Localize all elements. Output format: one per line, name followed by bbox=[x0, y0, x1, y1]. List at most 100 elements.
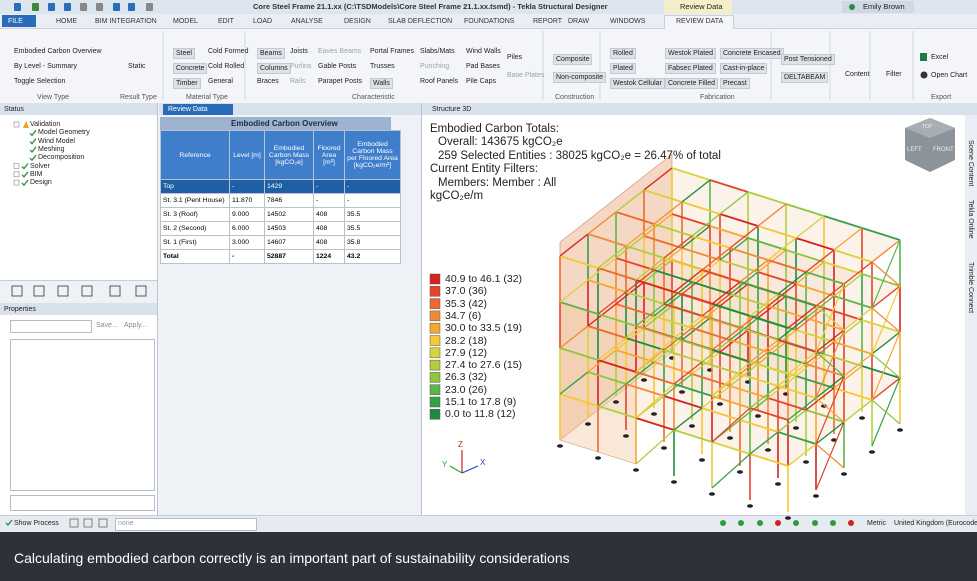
ribbon-item[interactable]: Gable Posts bbox=[318, 63, 356, 70]
ribbon-item[interactable]: Steel bbox=[173, 48, 195, 59]
table-cell[interactable]: - bbox=[230, 250, 265, 264]
table-cell[interactable]: 1429 bbox=[265, 180, 314, 194]
table-cell[interactable]: 408 bbox=[314, 208, 345, 222]
table-cell[interactable]: 408 bbox=[314, 236, 345, 250]
menu-tab[interactable]: LOAD bbox=[253, 18, 272, 25]
ribbon-item[interactable]: Beams bbox=[257, 48, 285, 59]
table-cell[interactable]: St. 2 (Second) bbox=[161, 222, 230, 236]
menu-tab[interactable]: DESIGN bbox=[344, 18, 371, 25]
ribbon-item[interactable]: Roof Panels bbox=[420, 78, 458, 85]
table-cell[interactable]: 35.5 bbox=[345, 208, 401, 222]
table-cell[interactable]: 35.5 bbox=[345, 222, 401, 236]
ribbon-item[interactable]: Trusses bbox=[370, 63, 395, 70]
ribbon-item[interactable]: Toggle Selection bbox=[14, 78, 65, 85]
ribbon-item[interactable]: Westok Plated bbox=[665, 48, 716, 59]
ribbon-item[interactable]: By Level - Summary bbox=[14, 63, 77, 70]
table-cell[interactable]: Top bbox=[161, 180, 230, 194]
menu-tab[interactable]: ANALYSE bbox=[291, 18, 323, 25]
support bbox=[755, 414, 761, 418]
table-cell[interactable]: 52887 bbox=[265, 250, 314, 264]
ribbon-item[interactable]: Slabs/Mats bbox=[420, 48, 455, 55]
table-cell[interactable]: 9.000 bbox=[230, 208, 265, 222]
status-button[interactable]: Show Process bbox=[14, 520, 59, 527]
ribbon-item[interactable]: Fabsec Plated bbox=[665, 63, 716, 74]
ribbon-item[interactable]: Concrete Filled bbox=[665, 78, 718, 89]
table-cell[interactable]: 14503 bbox=[265, 222, 314, 236]
menu-tab[interactable]: HOME bbox=[56, 18, 77, 25]
table-cell[interactable]: 1224 bbox=[314, 250, 345, 264]
ribbon-item[interactable]: Eaves Beams bbox=[318, 48, 361, 55]
menu-tab[interactable]: REPORT bbox=[533, 18, 562, 25]
ribbon-item[interactable]: General bbox=[208, 78, 233, 85]
ribbon-item[interactable]: Cast-in-place bbox=[720, 63, 767, 74]
ribbon-item[interactable]: Westok Cellular bbox=[610, 78, 665, 89]
ribbon-button[interactable]: Content bbox=[845, 71, 870, 78]
table-cell[interactable]: 3.000 bbox=[230, 236, 265, 250]
ribbon-item[interactable]: Post Tensioned bbox=[781, 54, 835, 65]
menu-tab[interactable]: FOUNDATIONS bbox=[464, 18, 514, 25]
ribbon-item[interactable]: Concrete Encased bbox=[720, 48, 784, 59]
ribbon-item[interactable]: Purlins bbox=[290, 63, 311, 70]
ribbon-item[interactable]: Parapet Posts bbox=[318, 78, 362, 85]
table-cell[interactable]: - bbox=[230, 180, 265, 194]
ribbon-item[interactable]: Composite bbox=[553, 54, 592, 65]
table-cell[interactable]: St. 3.1 (Pent House) bbox=[161, 194, 230, 208]
panel-tab[interactable]: Structure 3D bbox=[432, 106, 471, 113]
table-cell[interactable]: 408 bbox=[314, 222, 345, 236]
ribbon-item[interactable]: Punching bbox=[420, 63, 449, 70]
table-cell[interactable]: - bbox=[314, 194, 345, 208]
ribbon-item[interactable]: Concrete bbox=[173, 63, 207, 74]
button[interactable]: Apply... bbox=[124, 322, 147, 329]
table-cell[interactable]: - bbox=[345, 194, 401, 208]
table-cell[interactable]: - bbox=[314, 180, 345, 194]
ribbon-item[interactable]: Excel bbox=[931, 54, 948, 61]
table-cell[interactable]: 14607 bbox=[265, 236, 314, 250]
ribbon-item[interactable]: Cold Rolled bbox=[208, 63, 244, 70]
ribbon-item[interactable]: Open Chart bbox=[931, 72, 967, 79]
menu-tab[interactable]: DRAW bbox=[568, 18, 589, 25]
table-cell[interactable]: 11.870 bbox=[230, 194, 265, 208]
ribbon-item[interactable]: Braces bbox=[257, 78, 279, 85]
side-tab[interactable]: Trimble Connect bbox=[967, 262, 974, 313]
ribbon-item[interactable]: Rails bbox=[290, 78, 306, 85]
ribbon-item[interactable]: Embodied Carbon Overview bbox=[14, 48, 102, 55]
table-cell[interactable]: 14502 bbox=[265, 208, 314, 222]
button[interactable]: Save... bbox=[96, 322, 118, 329]
table-cell[interactable]: St. 3 (Roof) bbox=[161, 208, 230, 222]
table-cell[interactable]: 6.000 bbox=[230, 222, 265, 236]
menu-tab[interactable]: FILE bbox=[8, 18, 23, 25]
ribbon-item[interactable]: Piles bbox=[507, 54, 522, 61]
menu-tab[interactable]: MODEL bbox=[173, 18, 198, 25]
table-cell[interactable]: 7846 bbox=[265, 194, 314, 208]
ribbon-item[interactable]: Base Plates bbox=[507, 72, 544, 79]
ribbon-item[interactable]: Pad Bases bbox=[466, 63, 500, 70]
ribbon-item[interactable]: Plated bbox=[610, 63, 636, 74]
menu-tab[interactable]: EDIT bbox=[218, 18, 234, 25]
ribbon-item[interactable]: Rolled bbox=[610, 48, 636, 59]
ribbon-item[interactable]: Non-composite bbox=[553, 72, 606, 83]
table-cell[interactable]: - bbox=[345, 180, 401, 194]
table-cell[interactable]: Total bbox=[161, 250, 230, 264]
menu-tab[interactable]: BIM INTEGRATION bbox=[95, 18, 157, 25]
side-tab[interactable]: Scene Content bbox=[967, 140, 974, 186]
ribbon-button[interactable]: Filter bbox=[886, 71, 902, 78]
ribbon-item[interactable]: DELTABEAM bbox=[781, 72, 828, 83]
ribbon-item[interactable]: Portal Frames bbox=[370, 48, 414, 55]
ribbon-item[interactable]: Cold Formed bbox=[208, 48, 248, 55]
ribbon-item[interactable]: Pile Caps bbox=[466, 78, 496, 85]
menu-tab[interactable]: REVIEW DATA bbox=[676, 18, 723, 25]
ribbon-item[interactable]: Static bbox=[128, 63, 146, 70]
panel-tab[interactable]: Review Data bbox=[168, 106, 208, 113]
menu-tab[interactable]: SLAB DEFLECTION bbox=[388, 18, 452, 25]
table-cell[interactable]: 43.2 bbox=[345, 250, 401, 264]
menu-tab[interactable]: WINDOWS bbox=[610, 18, 645, 25]
table-cell[interactable]: 35.8 bbox=[345, 236, 401, 250]
ribbon-item[interactable]: Joists bbox=[290, 48, 308, 55]
ribbon-item[interactable]: Wind Walls bbox=[466, 48, 501, 55]
ribbon-item[interactable]: Precast bbox=[720, 78, 750, 89]
side-tab[interactable]: Tekla Online bbox=[967, 200, 974, 239]
ribbon-item[interactable]: Columns bbox=[257, 63, 291, 74]
ribbon-item[interactable]: Timber bbox=[173, 78, 201, 89]
table-cell[interactable]: St. 1 (First) bbox=[161, 236, 230, 250]
ribbon-item[interactable]: Walls bbox=[370, 78, 393, 89]
